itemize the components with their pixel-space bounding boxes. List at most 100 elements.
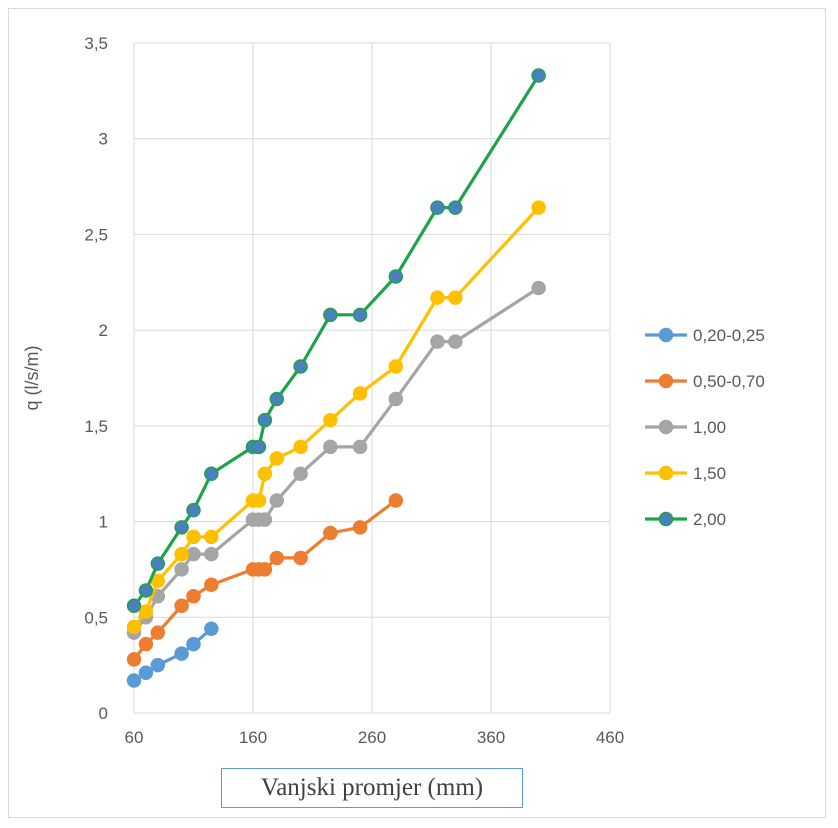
legend-swatch-marker [658, 373, 674, 389]
legend-entry: 0,50-0,70 [645, 372, 765, 391]
y-tick-label: 2,5 [84, 225, 108, 244]
series-3 [126, 280, 546, 640]
data-point [204, 466, 219, 481]
data-point [204, 577, 219, 592]
data-point [150, 556, 166, 571]
data-point [126, 619, 142, 635]
data-point [430, 334, 445, 349]
data-point [293, 550, 308, 566]
data-point [323, 439, 338, 455]
data-point [269, 550, 285, 566]
data-point [138, 636, 154, 652]
legend-swatch-marker [658, 327, 674, 343]
data-point [388, 269, 404, 284]
legend: 0,20-0,25 0,50-0,70 1,00 1,50 2,00 [645, 326, 765, 529]
data-point [174, 546, 189, 562]
y-tick-label: 3 [99, 130, 108, 149]
data-point [388, 359, 404, 374]
data-point [204, 529, 219, 545]
data-point [150, 657, 166, 673]
data-point [293, 466, 308, 481]
data-point [531, 280, 546, 296]
series-2 [126, 493, 404, 667]
y-axis-title: q (l/s/m) [22, 346, 42, 411]
data-point [388, 493, 404, 508]
series-line [132, 286, 540, 634]
x-tick-label: 160 [239, 728, 267, 747]
y-tick-label: 3,5 [84, 34, 108, 53]
data-point [186, 588, 201, 604]
grid [133, 42, 611, 713]
data-point [323, 525, 338, 541]
data-point [269, 391, 285, 407]
data-point [269, 451, 285, 466]
data-point [251, 493, 267, 508]
data-point [430, 290, 445, 305]
series-4 [126, 200, 546, 635]
chart-area [8, 8, 826, 818]
legend-swatch-marker [658, 465, 674, 481]
data-point [269, 493, 285, 508]
x-axis-title: Vanjski promjer (mm) [221, 768, 523, 808]
series-line [132, 74, 540, 607]
legend-label: 0,50-0,70 [693, 372, 765, 391]
series-1 [126, 621, 219, 688]
data-point [388, 391, 404, 407]
x-tick-label: 60 [125, 728, 144, 747]
y-tick-label: 1 [99, 513, 108, 532]
data-point [448, 290, 463, 305]
data-point [186, 502, 201, 518]
series-layer [126, 68, 546, 688]
y-tick-label: 1,5 [84, 417, 108, 436]
data-point [448, 334, 463, 349]
data-point [430, 200, 445, 215]
data-point [186, 546, 201, 562]
legend-entry: 0,20-0,25 [645, 326, 765, 345]
legend-label: 2,00 [693, 510, 726, 529]
legend-swatch-marker [658, 511, 674, 527]
data-point [126, 652, 142, 667]
y-tick-label: 0 [99, 704, 108, 723]
data-point [352, 307, 368, 323]
x-tick-label: 360 [477, 728, 505, 747]
data-point [352, 520, 368, 535]
data-point [448, 200, 463, 215]
data-point [150, 625, 166, 640]
legend-label: 0,20-0,25 [693, 326, 765, 345]
legend-entry: 1,50 [645, 464, 726, 483]
data-point [531, 200, 546, 215]
data-point [323, 307, 338, 323]
data-point [174, 520, 189, 535]
data-point [126, 598, 142, 614]
data-point [126, 673, 142, 688]
legend-entry: 1,00 [645, 418, 726, 437]
data-point [204, 621, 219, 637]
axes: 0 0,5 1 1,5 2 2,5 3 3,5 60 160 260 360 460 [84, 34, 624, 747]
x-tick-label: 260 [358, 728, 386, 747]
data-point [352, 439, 368, 455]
legend-entry: 2,00 [645, 510, 726, 529]
y-tick-label: 2 [99, 321, 108, 340]
data-point [186, 529, 201, 545]
data-point [257, 412, 273, 428]
y-tick-label: 0,5 [84, 608, 108, 627]
legend-swatch-marker [658, 419, 674, 435]
data-point [293, 439, 308, 455]
data-point [174, 562, 189, 577]
data-point [138, 583, 154, 598]
legend-label: 1,50 [693, 464, 726, 483]
x-tick-label: 460 [596, 728, 624, 747]
data-point [352, 386, 368, 401]
series-5 [126, 68, 546, 614]
data-point [257, 562, 273, 577]
data-point [174, 646, 189, 661]
data-point [257, 512, 273, 527]
data-point [293, 359, 308, 374]
data-point [531, 68, 546, 83]
data-point [257, 466, 273, 481]
data-point [138, 665, 154, 681]
data-point [138, 604, 154, 619]
data-point [186, 636, 201, 652]
data-point [323, 412, 338, 428]
